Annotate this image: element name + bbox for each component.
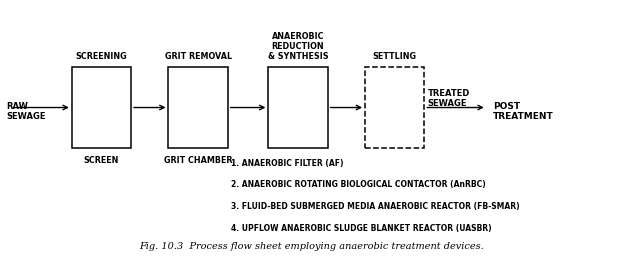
Text: Fig. 10.3  Process flow sheet employing anaerobic treatment devices.: Fig. 10.3 Process flow sheet employing a… bbox=[140, 242, 484, 251]
Text: 4. UPFLOW ANAEROBIC SLUDGE BLANKET REACTOR (UASBR): 4. UPFLOW ANAEROBIC SLUDGE BLANKET REACT… bbox=[231, 224, 492, 233]
Text: ANAEROBIC
REDUCTION
& SYNTHESIS: ANAEROBIC REDUCTION & SYNTHESIS bbox=[268, 32, 328, 61]
Text: 3. FLUID-BED SUBMERGED MEDIA ANAEROBIC REACTOR (FB-SMAR): 3. FLUID-BED SUBMERGED MEDIA ANAEROBIC R… bbox=[231, 202, 520, 211]
Bar bbox=[168, 67, 228, 148]
Text: TREATED
SEWAGE: TREATED SEWAGE bbox=[427, 89, 470, 108]
Text: GRIT CHAMBER: GRIT CHAMBER bbox=[164, 156, 232, 165]
Bar bbox=[365, 67, 424, 148]
Bar bbox=[72, 67, 131, 148]
Text: 2. ANAEROBIC ROTATING BIOLOGICAL CONTACTOR (AnRBC): 2. ANAEROBIC ROTATING BIOLOGICAL CONTACT… bbox=[231, 180, 485, 189]
Text: GRIT REMOVAL: GRIT REMOVAL bbox=[165, 52, 232, 61]
Text: SCREEN: SCREEN bbox=[84, 156, 119, 165]
Text: SETTLING: SETTLING bbox=[373, 52, 417, 61]
Text: POST
TREATMENT: POST TREATMENT bbox=[493, 102, 553, 121]
Text: SCREENING: SCREENING bbox=[76, 52, 127, 61]
Bar bbox=[268, 67, 328, 148]
Text: RAW
SEWAGE: RAW SEWAGE bbox=[6, 102, 46, 121]
Text: 1. ANAEROBIC FILTER (AF): 1. ANAEROBIC FILTER (AF) bbox=[231, 159, 343, 168]
